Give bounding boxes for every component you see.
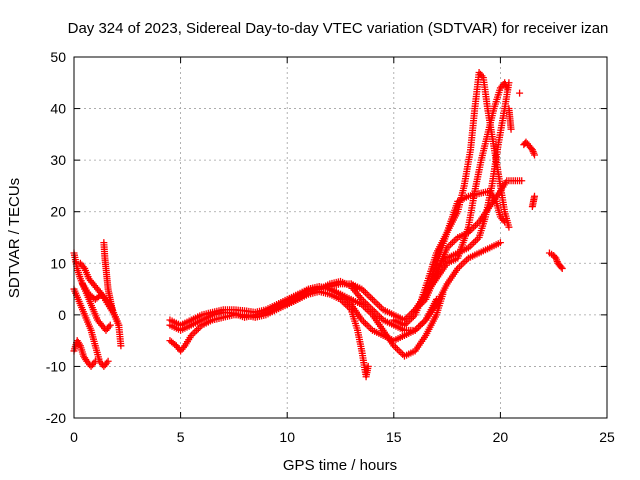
x-tick-label: 15 <box>386 429 402 445</box>
data-point <box>456 263 464 271</box>
data-point <box>361 319 369 327</box>
series-track-q <box>505 105 515 133</box>
data-point <box>108 306 116 314</box>
data-point <box>361 304 369 312</box>
data-point <box>472 237 480 245</box>
data-point <box>360 318 368 326</box>
series-track-n <box>411 187 509 314</box>
y-axis-label: SDTVAR / TECUs <box>6 178 23 298</box>
data-point <box>450 237 458 245</box>
data-point <box>392 344 400 352</box>
data-point <box>518 177 526 185</box>
series-track-k <box>326 285 447 360</box>
data-point <box>507 125 515 133</box>
plot-frame <box>73 56 608 419</box>
y-tick-label: -20 <box>46 410 66 426</box>
data-point <box>106 321 114 329</box>
data-point <box>365 307 373 315</box>
data-point <box>516 89 524 97</box>
data-point <box>364 362 372 370</box>
data-point <box>558 264 566 272</box>
data-point <box>365 292 373 300</box>
series-track-e <box>79 280 125 350</box>
data-point <box>472 221 480 229</box>
y-tick-label: 10 <box>50 255 66 271</box>
data-point <box>439 290 447 298</box>
data-point <box>193 326 201 334</box>
data-point <box>505 223 513 231</box>
data-points <box>70 68 566 381</box>
data-point <box>376 302 384 310</box>
data-point <box>395 347 403 355</box>
data-point <box>406 316 414 324</box>
y-tick-label: 0 <box>58 307 66 323</box>
y-tick-label: 40 <box>50 101 66 117</box>
series-track-u <box>545 249 566 272</box>
data-point <box>470 239 478 247</box>
data-point <box>399 350 407 358</box>
data-point <box>171 341 179 349</box>
data-point <box>368 295 376 303</box>
x-tick-label: 0 <box>70 429 78 445</box>
data-point <box>416 321 424 329</box>
chart-title: Day 324 of 2023, Sidereal Day-to-day VTE… <box>68 20 609 37</box>
data-point <box>374 301 382 309</box>
data-point <box>91 357 99 365</box>
series-track-p <box>432 79 513 272</box>
y-tick-label: 50 <box>50 49 66 65</box>
data-point <box>457 261 465 269</box>
data-point <box>505 79 513 87</box>
data-point <box>370 297 378 305</box>
data-point <box>448 239 456 247</box>
data-point <box>415 323 423 331</box>
y-tick-label: 20 <box>50 204 66 220</box>
x-tick-label: 20 <box>493 429 509 445</box>
data-point <box>367 309 375 317</box>
series-track-r <box>516 89 524 97</box>
data-point <box>496 239 504 247</box>
data-point <box>459 259 467 267</box>
x-axis-label: GPS time / hours <box>283 457 397 474</box>
data-point <box>117 342 125 350</box>
data-point <box>501 218 509 226</box>
data-point <box>461 258 469 266</box>
y-tick-label: -10 <box>46 358 66 374</box>
data-point <box>363 290 371 298</box>
grid <box>74 57 607 418</box>
data-point <box>418 319 426 327</box>
data-point <box>191 328 199 336</box>
data-point <box>393 345 401 353</box>
data-point <box>447 240 455 248</box>
data-point <box>361 289 369 297</box>
data-point <box>402 319 410 327</box>
series-track-f <box>100 239 116 314</box>
series-track-t <box>528 192 539 211</box>
data-point <box>531 192 539 200</box>
x-tick-label: 10 <box>279 429 295 445</box>
data-point <box>372 299 380 307</box>
data-point <box>408 314 416 322</box>
data-point <box>363 321 371 329</box>
data-point <box>363 306 371 314</box>
x-tick-label: 25 <box>599 429 615 445</box>
data-point <box>104 357 112 365</box>
data-point <box>531 151 539 159</box>
series-track-s <box>520 138 539 159</box>
data-point <box>365 323 373 331</box>
data-point <box>468 240 476 248</box>
x-tick-label: 5 <box>177 429 185 445</box>
y-tick-label: 30 <box>50 152 66 168</box>
data-point <box>367 294 375 302</box>
data-point <box>557 263 565 271</box>
